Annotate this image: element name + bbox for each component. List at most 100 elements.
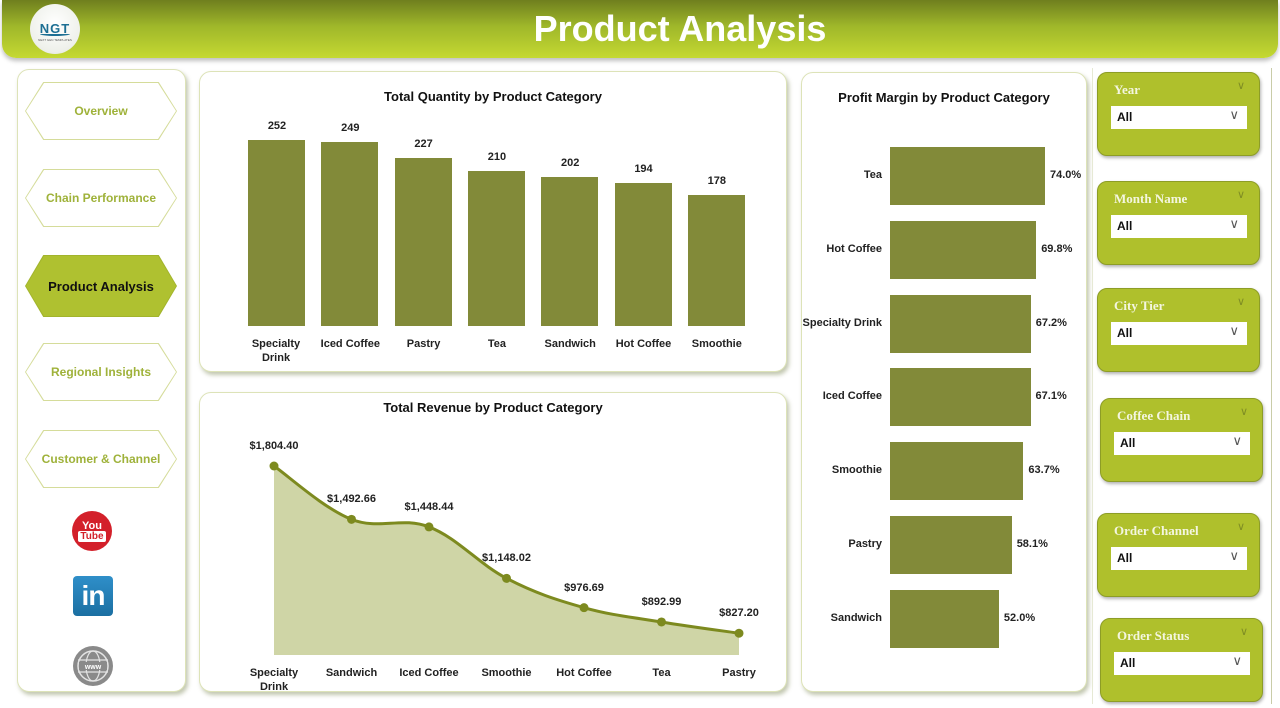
bar[interactable] xyxy=(541,176,599,326)
nav-label: Customer & Channel xyxy=(26,431,176,487)
category-label: Iced Coffee xyxy=(399,667,459,679)
slicer-dropdown[interactable]: All ∨ xyxy=(1111,106,1247,129)
chevron-down-icon: ∨ xyxy=(1229,107,1239,122)
bar[interactable] xyxy=(890,442,1024,501)
data-label: 74.0% xyxy=(1050,169,1082,181)
slicer-dropdown[interactable]: All ∨ xyxy=(1114,652,1250,675)
slicer-dropdown[interactable]: All ∨ xyxy=(1111,322,1247,345)
category-label: Tea xyxy=(652,667,671,679)
data-point[interactable] xyxy=(579,603,589,613)
ngt-logo: NGT NEXT GEN TEMPLATES xyxy=(30,4,80,54)
data-label: 63.7% xyxy=(1028,464,1060,477)
slicer-year: Year ∨ All ∨ xyxy=(1097,72,1260,156)
bar[interactable] xyxy=(321,142,379,326)
data-point[interactable] xyxy=(347,514,356,524)
slicer-dropdown[interactable]: All ∨ xyxy=(1114,432,1250,455)
chart-title: Total Quantity by Product Category xyxy=(384,89,602,104)
slicer-city-tier: City Tier ∨ All ∨ xyxy=(1097,288,1260,372)
data-label: $1,492.66 xyxy=(327,493,376,506)
website-globe-icon[interactable]: www xyxy=(73,646,113,686)
bar[interactable] xyxy=(248,140,305,326)
nav-label: Regional Insights xyxy=(26,344,176,400)
category-label: Pastry xyxy=(406,338,441,350)
page-title: Product Analysis xyxy=(533,8,827,49)
collapse-chevron-icon[interactable]: ∨ xyxy=(1236,189,1245,201)
nav-label: Product Analysis xyxy=(26,256,176,316)
nav-customer-channel-button[interactable]: Customer & Channel xyxy=(25,430,177,488)
category-label: Smoothie xyxy=(831,464,882,477)
slicer-dropdown[interactable]: All ∨ xyxy=(1111,215,1247,238)
header-banner: NGT NEXT GEN TEMPLATES Product Analysis xyxy=(2,0,1278,58)
data-label: $1,148.02 xyxy=(482,552,531,565)
bar[interactable] xyxy=(890,516,1012,574)
data-label: 69.8% xyxy=(1041,242,1073,255)
data-label: 210 xyxy=(487,151,507,163)
nav-regional-insights-button[interactable]: Regional Insights xyxy=(25,343,177,401)
chevron-down-icon: ∨ xyxy=(1229,216,1239,231)
chart-title: Total Revenue by Product Category xyxy=(383,400,603,415)
filter-panel xyxy=(1092,68,1272,704)
category-label: Sandwich xyxy=(830,611,882,624)
data-label: $976.69 xyxy=(564,581,604,594)
youtube-icon[interactable]: You Tube xyxy=(72,511,112,551)
data-point[interactable] xyxy=(734,628,744,638)
bar[interactable] xyxy=(394,158,452,326)
category-label: Iced Coffee xyxy=(822,390,882,403)
data-label: $892.99 xyxy=(641,595,682,608)
collapse-chevron-icon[interactable]: ∨ xyxy=(1239,626,1248,638)
bar[interactable] xyxy=(614,182,672,326)
nav-overview-button[interactable]: Overview xyxy=(25,82,177,140)
category-label: Tea xyxy=(863,169,882,181)
data-point[interactable] xyxy=(269,461,279,471)
collapse-chevron-icon[interactable]: ∨ xyxy=(1239,406,1248,418)
bar[interactable] xyxy=(890,294,1031,353)
data-label: $1,804.40 xyxy=(249,440,299,452)
bar[interactable] xyxy=(467,171,525,326)
linkedin-text: in xyxy=(81,580,106,611)
slicer-label: City Tier xyxy=(1114,298,1165,313)
slicer-order-status: Order Status ∨ All ∨ xyxy=(1100,618,1263,702)
category-label: Specialty Drink xyxy=(249,667,299,693)
slicer-label: Order Channel xyxy=(1114,523,1199,538)
category-label: Sandwich xyxy=(325,667,378,679)
data-point[interactable] xyxy=(424,522,434,532)
data-label: $827.20 xyxy=(719,607,759,620)
linkedin-icon[interactable]: in xyxy=(73,576,113,616)
dropdown-value: All xyxy=(1120,656,1136,670)
slicer-dropdown[interactable]: All ∨ xyxy=(1111,547,1247,570)
bar[interactable] xyxy=(890,589,999,648)
revenue-area-chart xyxy=(269,461,744,655)
globe-icon: www xyxy=(77,650,109,682)
slicer-label: Coffee Chain xyxy=(1117,408,1191,423)
dropdown-value: All xyxy=(1117,326,1133,340)
category-label: Tea xyxy=(487,338,506,350)
data-label: 249 xyxy=(341,122,360,135)
nav-product-analysis-button[interactable]: Product Analysis xyxy=(25,255,177,317)
data-point[interactable] xyxy=(657,617,666,627)
data-label: 178 xyxy=(707,174,726,187)
collapse-chevron-icon[interactable]: ∨ xyxy=(1236,296,1245,308)
bar[interactable] xyxy=(890,368,1031,427)
logo-swoosh-icon xyxy=(40,32,70,36)
category-label: Smoothie xyxy=(481,667,532,679)
chevron-down-icon: ∨ xyxy=(1229,548,1239,563)
collapse-chevron-icon[interactable]: ∨ xyxy=(1236,521,1245,533)
slicer-coffee-chain: Coffee Chain ∨ All ∨ xyxy=(1100,398,1263,482)
data-label: 202 xyxy=(561,156,580,169)
chevron-down-icon: ∨ xyxy=(1232,653,1242,668)
bar[interactable] xyxy=(890,220,1037,279)
data-point[interactable] xyxy=(502,573,511,583)
dropdown-value: All xyxy=(1117,551,1133,565)
bar[interactable] xyxy=(890,147,1045,205)
nav-chain-performance-button[interactable]: Chain Performance xyxy=(25,169,177,227)
category-label: Hot Coffee xyxy=(615,338,672,350)
revenue-area xyxy=(274,466,739,655)
bar[interactable] xyxy=(687,194,745,326)
category-label: Hot Coffee xyxy=(556,667,612,679)
collapse-chevron-icon[interactable]: ∨ xyxy=(1236,80,1245,92)
logo-subtext: NEXT GEN TEMPLATES xyxy=(38,37,72,42)
dropdown-value: All xyxy=(1120,436,1136,450)
chevron-down-icon: ∨ xyxy=(1232,433,1242,448)
chevron-down-icon: ∨ xyxy=(1229,323,1239,338)
data-label: 67.1% xyxy=(1035,390,1067,403)
